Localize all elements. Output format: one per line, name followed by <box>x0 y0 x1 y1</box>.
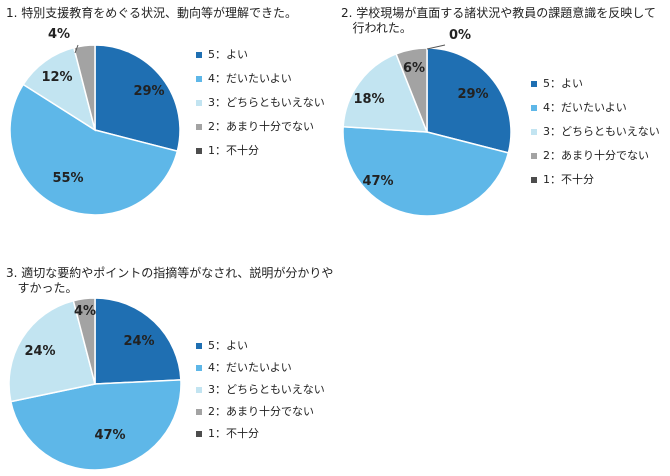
slice-label-0: 29% <box>133 84 164 99</box>
pie-slice-0 <box>426 47 512 154</box>
legend-swatch-4 <box>196 431 202 437</box>
chart-panel-2: 2. 学校現場が直面する諸状況や教員の課題意識を反映して 行われた。 29% 47… <box>335 0 670 240</box>
slice-label-1: 47% <box>94 428 125 443</box>
slice-label-3: 4% <box>74 304 96 319</box>
legend-swatch-0 <box>196 343 202 349</box>
legend-label-4: 1：不十分 <box>208 143 259 157</box>
leader-line-0 <box>426 44 446 50</box>
legend-label-3: 2：あまり十分でない <box>208 119 314 133</box>
legend-swatch-2 <box>196 100 202 106</box>
legend-label-2: 3：どちらともいえない <box>543 125 660 138</box>
legend-swatch-3 <box>196 124 202 130</box>
legend-label-1: 4：だいたいよい <box>208 72 292 85</box>
legend-swatch-3 <box>196 409 202 415</box>
legend-label-4: 1：不十分 <box>543 172 594 186</box>
legend-label-0: 5：よい <box>208 48 248 61</box>
legend-label-0: 5：よい <box>208 339 248 352</box>
slice-label-1: 47% <box>362 174 393 189</box>
legend-swatch-1 <box>196 76 202 82</box>
pie-slice-1 <box>9 83 179 216</box>
legend-label-2: 3：どちらともいえない <box>208 383 325 396</box>
legend-swatch-3 <box>531 153 537 159</box>
chart-panel-1: 1. 特別支援教育をめぐる状況、動向等が理解できた。 29% 55% 12% 4% 5：… <box>0 0 335 240</box>
pie-slice-3 <box>72 297 96 385</box>
pie-slice-2 <box>22 46 97 132</box>
legend-label-1: 4：だいたいよい <box>543 101 627 114</box>
chart-title-3: 3. 適切な要約やポイントの指摘等がなされ、説明が分かりや すかった。 <box>6 266 334 295</box>
chart-panel-3: 3. 適切な要約やポイントの指摘等がなされ、説明が分かりや すかった。 24% 4… <box>0 260 335 476</box>
legend-swatch-1 <box>196 365 202 371</box>
pie-chart-3: 24% 47% 24% 4% 5：よい 4：だいたいよい 3：どちらともいえない 2：あまり十… <box>8 297 325 471</box>
leader-line-0 <box>74 44 79 54</box>
legend-label-1: 4：だいたいよい <box>208 361 292 374</box>
pie-chart-2: 29% 47% 18% 6% 0% 5：よい 4：だいたいよい 3：どちらともいえない 2：あま… <box>342 28 660 217</box>
pie-slice-0 <box>94 297 182 385</box>
legend-swatch-0 <box>196 52 202 58</box>
pie-slice-2 <box>8 299 96 403</box>
pie-slice-0 <box>94 44 181 153</box>
legend-swatch-0 <box>531 81 537 87</box>
pie-slice-2 <box>342 52 429 133</box>
slice-label-0: 24% <box>123 334 154 349</box>
legend-swatch-1 <box>531 105 537 111</box>
legend-swatch-4 <box>196 148 202 154</box>
legend-label-3: 2：あまり十分でない <box>543 148 649 162</box>
slice-label-2: 12% <box>41 70 72 85</box>
chart-title-2: 2. 学校現場が直面する諸状況や教員の課題意識を反映して 行われた。 <box>341 6 656 35</box>
slice-label-0: 29% <box>457 87 488 102</box>
legend-label-2: 3：どちらともいえない <box>208 96 325 109</box>
pie-chart-1: 29% 55% 12% 4% 5：よい 4：だいたいよい 3：どちらともいえない 2：あまり十… <box>9 27 325 216</box>
pie-slice-3 <box>395 47 428 133</box>
pie-slice-1 <box>9 379 182 471</box>
slice-label-4: 0% <box>449 28 471 43</box>
slice-label-3: 6% <box>403 61 425 76</box>
slice-label-2: 24% <box>24 344 55 359</box>
chart-title-1: 1. 特別支援教育をめぐる状況、動向等が理解できた。 <box>6 6 298 20</box>
legend-swatch-2 <box>196 387 202 393</box>
legend-label-4: 1：不十分 <box>208 426 259 440</box>
slice-label-3: 4% <box>48 27 70 42</box>
slice-label-1: 55% <box>52 171 83 186</box>
pie-slice-1 <box>342 125 510 217</box>
legend-swatch-4 <box>531 177 537 183</box>
pie-slice-3 <box>72 44 96 131</box>
slice-label-2: 18% <box>353 92 384 107</box>
legend-label-0: 5：よい <box>543 77 583 90</box>
legend-swatch-2 <box>531 129 537 135</box>
legend-label-3: 2：あまり十分でない <box>208 404 314 418</box>
